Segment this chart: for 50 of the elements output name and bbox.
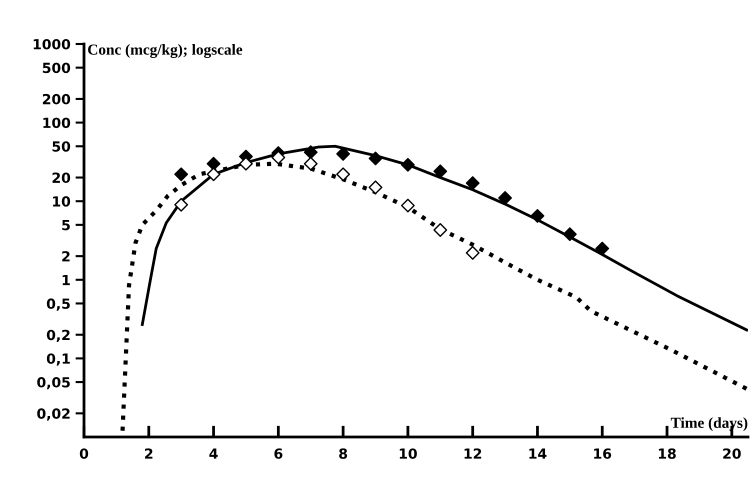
y-tick-label: 0,02 [37, 408, 70, 421]
point [466, 246, 480, 260]
x-axis-title: Time (days) [670, 417, 748, 432]
point [433, 223, 448, 237]
y-tick-label: 0,2 [46, 330, 70, 342]
x-tick-label: 4 [209, 448, 218, 459]
point [562, 227, 577, 242]
point [174, 198, 188, 212]
x-tick-label: 8 [339, 448, 348, 459]
y-tick-label: 5 [62, 220, 70, 230]
point [304, 145, 318, 160]
point [336, 146, 350, 161]
x-tick-label: 16 [594, 448, 612, 459]
y-tick-label: 0,05 [37, 377, 70, 390]
y-tick-label: 20 [52, 172, 70, 184]
x-tick-label: 10 [400, 448, 417, 459]
y-tick-label: 2 [62, 251, 70, 262]
y-tick-label: 500 [42, 62, 70, 74]
x-tick-label: 20 [723, 448, 741, 459]
x-tick-label: 6 [274, 448, 282, 459]
point [400, 198, 415, 212]
y-tick-label: 10 [53, 196, 70, 207]
point [368, 152, 382, 166]
point [400, 158, 415, 172]
point [530, 209, 544, 223]
y-tick-label: 1 [62, 274, 70, 286]
y-tick-label: 0,1 [46, 353, 70, 366]
point [498, 191, 512, 205]
point [336, 167, 350, 182]
y-tick-label: 50 [52, 141, 70, 152]
point [206, 156, 220, 171]
point [368, 180, 382, 194]
point [239, 156, 253, 171]
x-tick-label: 2 [145, 448, 152, 459]
y-axis-title: Conc (mcg/kg); logscale [88, 44, 242, 58]
y-tick-label: 100 [43, 118, 70, 128]
y-tick-label: 1000 [34, 38, 70, 50]
point [595, 242, 610, 256]
y-tick-label: 0,5 [46, 298, 70, 311]
x-tick-label: 12 [464, 448, 482, 459]
y-tick-label: 200 [42, 94, 70, 104]
point [466, 176, 480, 190]
point [433, 164, 448, 178]
point [206, 167, 220, 182]
x-tick-label: 0 [80, 448, 88, 459]
x-tick-label: 18 [658, 448, 676, 459]
x-tick-label: 14 [529, 448, 546, 459]
point [174, 167, 188, 182]
point [304, 156, 318, 171]
point [271, 150, 286, 164]
